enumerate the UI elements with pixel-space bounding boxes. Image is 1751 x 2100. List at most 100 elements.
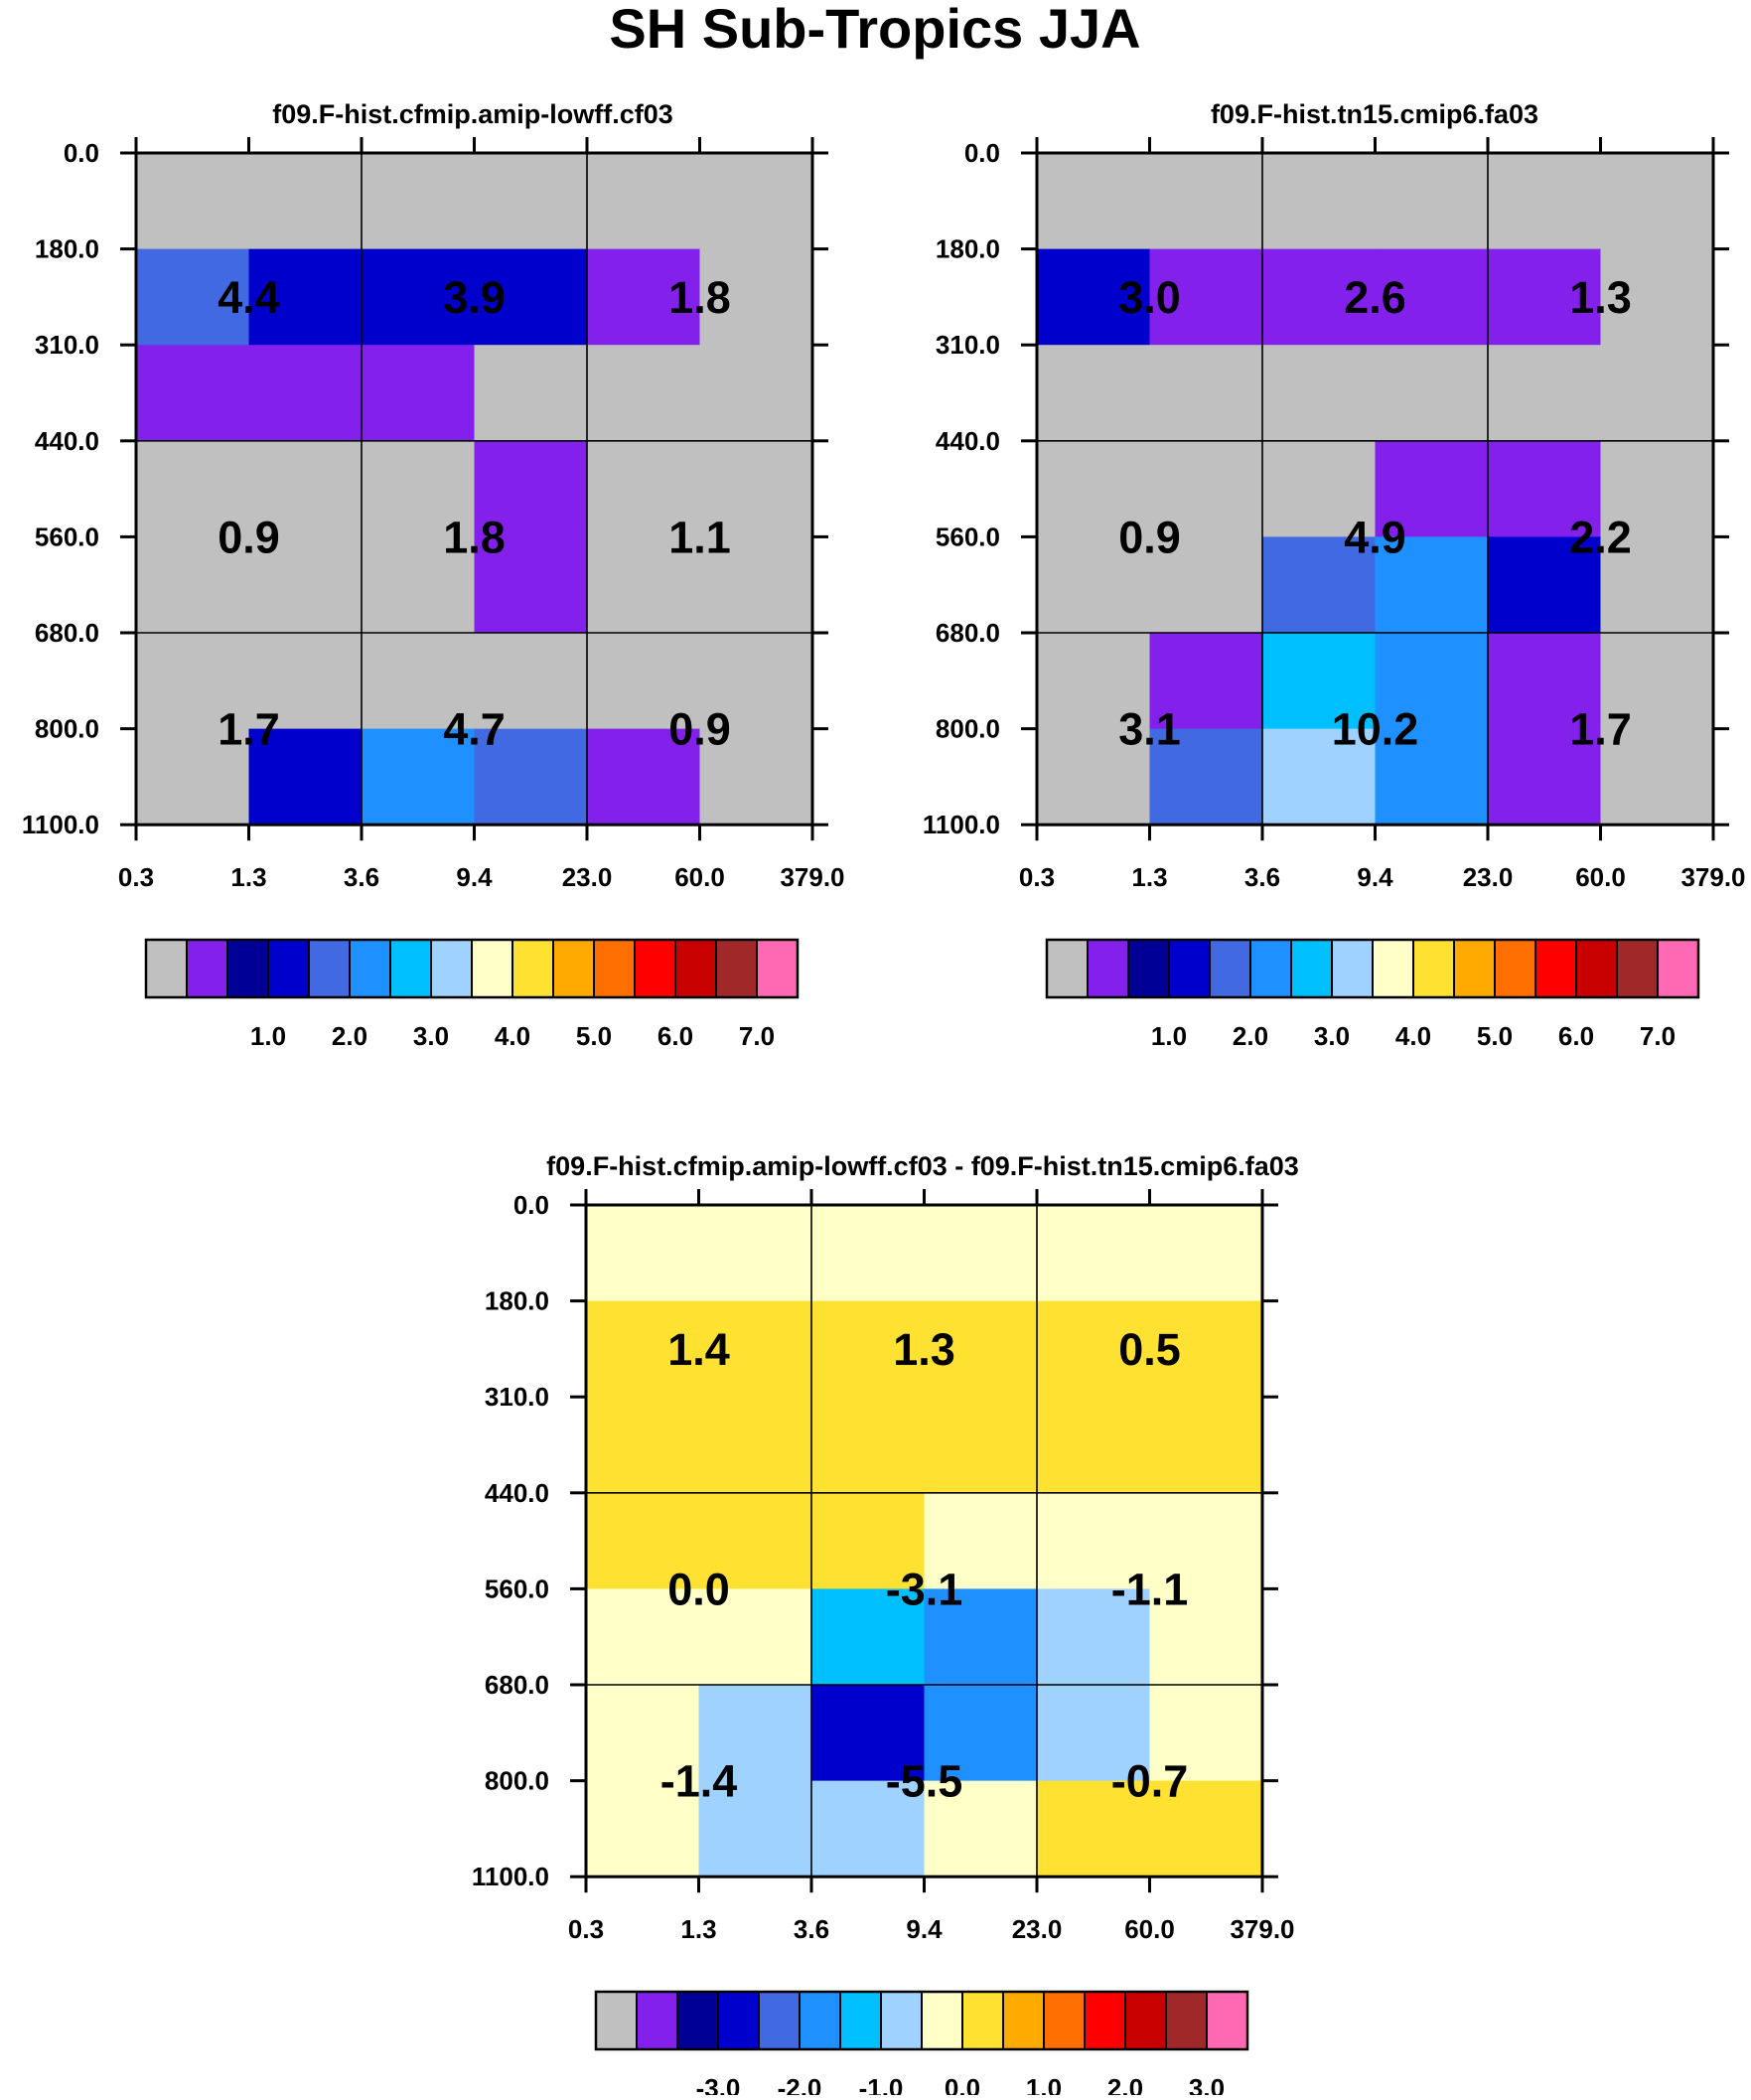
colorbar-swatch: [1209, 939, 1251, 998]
x-tick-label: 60.0: [1575, 862, 1626, 892]
heatmap-cell: [924, 1492, 1038, 1589]
heatmap-cell: [1375, 536, 1489, 634]
cell-value-label: 1.8: [668, 272, 731, 323]
heatmap-cell: [362, 536, 476, 634]
heatmap-cell: [1149, 1492, 1263, 1589]
y-tick-label: 180.0: [485, 1286, 549, 1316]
heatmap-cell: [474, 728, 588, 825]
heatmap-cell: [1149, 248, 1263, 346]
panel-fa03: f09.F-hist.tn15.cmip6.fa03 0.0 180.0 310.0 4…: [923, 99, 1746, 1051]
colorbar-label: 1.0: [1151, 1021, 1187, 1051]
y-tick-label: 560.0: [35, 522, 99, 551]
heatmap-cell: [811, 1780, 926, 1877]
heatmap-cell: [1262, 345, 1377, 442]
x-tick-label: 1.3: [1131, 862, 1167, 892]
heatmap-cell: [1488, 536, 1602, 634]
cell-value-label: 1.1: [668, 512, 731, 562]
colorbar-label: 5.0: [576, 1021, 612, 1051]
heatmap-cell: [1037, 1300, 1151, 1398]
colorbar-swatch: [349, 939, 391, 998]
y-tick-label: 1100.0: [923, 810, 1000, 839]
y-tick-label: 800.0: [936, 714, 1000, 744]
colorbar-swatch: [715, 939, 758, 998]
heatmap-cell: [1375, 248, 1489, 346]
heatmap-cell: [699, 440, 813, 537]
heatmap-cell: [586, 1780, 700, 1877]
colorbar-frame: [144, 938, 800, 999]
heatmap-cell: [924, 1397, 1038, 1494]
heatmap-cell: [1375, 345, 1489, 442]
y-tick-label: 310.0: [485, 1382, 549, 1412]
cell-value-label: -1.4: [660, 1756, 738, 1807]
heatmap-cell: [811, 1300, 926, 1398]
heatmap-cell: [1037, 1588, 1151, 1686]
colorbar-label: 0.0: [945, 2073, 980, 2095]
heatmap-cell: [586, 1492, 700, 1589]
colorbar-label: -1.0: [859, 2073, 904, 2095]
heatmap-cell: [1488, 728, 1602, 825]
cell-value-label: 1.7: [218, 704, 280, 755]
heatmap-cell: [1149, 728, 1263, 825]
x-tick-label: 379.0: [1230, 1914, 1294, 1944]
heatmap-cell: [924, 1300, 1038, 1398]
heatmap-cell: [698, 1205, 812, 1302]
heatmap-cell: [1149, 1205, 1263, 1302]
x-tick-label: 9.4: [456, 862, 493, 892]
cell-value-label: 0.9: [218, 512, 280, 562]
heatmap-cell: [474, 440, 588, 537]
heatmap-cell: [1375, 633, 1489, 730]
heatmap-cell: [586, 1588, 700, 1686]
heatmap-cell: [587, 345, 701, 442]
cell-value-label: 0.9: [668, 704, 731, 755]
y-tick-label: 440.0: [35, 426, 99, 456]
heatmap-cell: [1488, 345, 1602, 442]
colorbar-swatch: [593, 939, 636, 998]
cell-value-label: 10.2: [1332, 704, 1419, 755]
colorbar-swatch: [1043, 1991, 1086, 2050]
heatmap-cell: [248, 440, 363, 537]
heatmap-cell: [136, 248, 250, 346]
heatmap-cell: [1488, 633, 1602, 730]
y-tick-label: 560.0: [936, 522, 1000, 551]
heatmap-cell: [362, 248, 476, 346]
heatmap-cell: [1262, 536, 1377, 634]
colorbar-label: 7.0: [1640, 1021, 1676, 1051]
y-tick-label: 1100.0: [22, 810, 99, 839]
colorbar-swatch: [880, 1991, 923, 2050]
colorbar-label: 6.0: [657, 1021, 693, 1051]
heatmap-cell: [474, 536, 588, 634]
cell-value-label: -1.1: [1111, 1564, 1189, 1614]
colorbar-label: -3.0: [696, 2073, 741, 2095]
cell-value-label: 0.0: [667, 1564, 730, 1614]
colorbar-swatch: [676, 1991, 719, 2050]
colorbar-swatch: [1087, 939, 1129, 998]
heatmap-cell: [811, 1685, 926, 1782]
colorbar-label: 1.0: [250, 1021, 286, 1051]
heatmap-cell: [587, 153, 701, 250]
heatmap-cell: [136, 153, 250, 250]
y-tick-label: 560.0: [485, 1574, 549, 1603]
heatmap-cell: [1037, 1685, 1151, 1782]
colorbar-label: 2.0: [1233, 1021, 1268, 1051]
x-tick-label: 23.0: [1012, 1914, 1063, 1944]
x-tick-label: 1.3: [230, 862, 266, 892]
cell-value-label: 3.0: [1118, 272, 1181, 323]
heatmap-cell: [924, 1588, 1038, 1686]
cell-value-label: 4.9: [1344, 512, 1406, 562]
heatmap-cell: [587, 536, 701, 634]
colorbar-swatch: [921, 1991, 963, 2050]
colorbar-swatch: [389, 939, 432, 998]
heatmap-cell: [1149, 536, 1263, 634]
y-tick-label: 1100.0: [472, 1862, 549, 1891]
heatmap-cell: [586, 1685, 700, 1782]
heatmap-cell: [1600, 440, 1714, 537]
colorbar-swatch: [1206, 1991, 1248, 2050]
heatmap-cell: [1262, 633, 1377, 730]
colorbar-frame: [594, 1990, 1249, 2051]
heatmap-cell: [699, 345, 813, 442]
heatmap-cell: [1600, 345, 1714, 442]
colorbar-swatch: [1290, 939, 1333, 998]
y-tick-label: 0.0: [964, 138, 1000, 168]
colorbar-label: 5.0: [1477, 1021, 1513, 1051]
